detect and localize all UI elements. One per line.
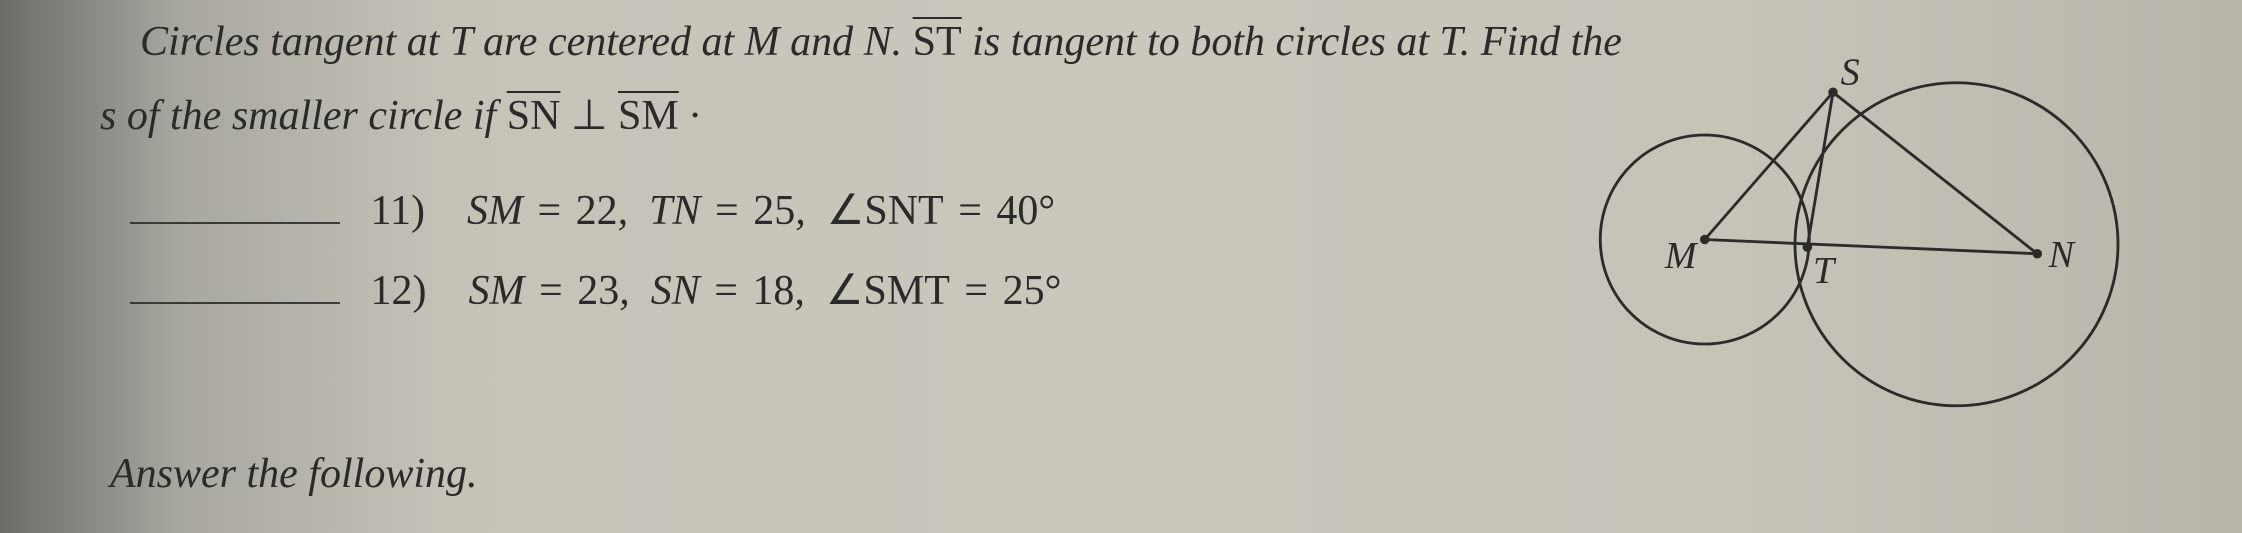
diagram-svg: S M T N [1522,40,2182,420]
segment-sn: SN [507,93,561,139]
perp-symbol: ⊥ [571,93,618,139]
question-12: 12) SM = 23, SN = 18, ∠SMT = 25° [130,265,1061,315]
q12-sm-val: 23 [577,268,619,314]
q11-sm-var: SM [467,188,523,234]
segment-sm: SM [618,93,679,139]
q12-sm-var: SM [469,268,525,314]
intro-line2-prefix: s of the smaller circle if [100,93,507,139]
q12-sn-val: 18 [752,268,794,314]
q11-tn-val: 25 [753,188,795,234]
segment-st: ST [913,19,962,65]
q11-sm-val: 22 [576,188,618,234]
q11-tn-var: TN [649,188,700,234]
q12-angle: ∠SMT [826,268,950,314]
svg-text:S: S [1841,52,1860,94]
answer-blank-12[interactable] [130,268,340,304]
intro-line-2: s of the smaller circle if SN ⊥ SM · [100,90,700,140]
intro-line-1: Circles tangent at T are centered at M a… [140,18,1622,66]
q12-sn-var: SN [651,268,700,314]
q11-number: 11) [371,188,425,234]
q12-angle-val: 25° [1003,268,1062,314]
intro-line1-prefix: Circles tangent at T are centered at M a… [140,19,913,65]
tangent-circles-diagram: S M T N [1522,40,2182,420]
answer-blank-11[interactable] [130,188,340,224]
svg-text:N: N [2048,234,2077,276]
q11-angle: ∠SNT [827,188,944,234]
question-11: 11) SM = 22, TN = 25, ∠SNT = 40° [130,185,1055,235]
footer-text: Answer the following. [110,450,478,498]
svg-text:T: T [1813,250,1837,292]
q11-angle-val: 40° [996,188,1055,234]
q12-number: 12) [371,268,427,314]
intro-line2-suffix: · [689,93,700,139]
svg-text:M: M [1664,235,1699,277]
